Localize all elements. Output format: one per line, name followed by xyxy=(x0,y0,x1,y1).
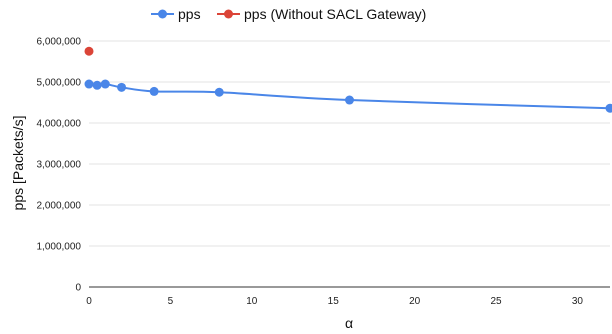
y-axis-title: pps [Packets/s] xyxy=(10,116,26,211)
x-tick-label: 10 xyxy=(246,296,258,307)
y-tick-label: 0 xyxy=(75,283,81,294)
x-tick-label: 25 xyxy=(490,296,502,307)
legend-item-pps: pps xyxy=(151,6,201,22)
x-tick-label: 15 xyxy=(328,296,340,307)
x-tick-label: 30 xyxy=(572,296,584,307)
y-tick-label: 3,000,000 xyxy=(37,160,82,171)
x-tick-label: 5 xyxy=(168,296,174,307)
x-tick-label: 20 xyxy=(409,296,421,307)
data-point xyxy=(345,96,354,105)
legend: pps pps (Without SACL Gateway) xyxy=(151,6,426,22)
legend-label: pps (Without SACL Gateway) xyxy=(244,6,426,22)
data-point xyxy=(93,81,102,90)
legend-label: pps xyxy=(178,6,201,22)
legend-swatch-marker xyxy=(158,10,167,19)
y-tick-label: 4,000,000 xyxy=(37,119,82,130)
y-tick-label: 1,000,000 xyxy=(37,242,82,253)
data-point xyxy=(101,80,110,89)
y-tick-label: 6,000,000 xyxy=(37,37,82,48)
y-tick-label: 5,000,000 xyxy=(37,78,82,89)
legend-item-pps-without-sacl-gateway: pps (Without SACL Gateway) xyxy=(217,6,426,22)
data-point xyxy=(85,47,94,56)
data-point xyxy=(150,87,159,96)
series xyxy=(85,47,612,113)
data-point xyxy=(85,80,94,89)
data-point xyxy=(606,104,612,113)
y-tick-label: 2,000,000 xyxy=(37,201,82,212)
x-tick-label: 0 xyxy=(86,296,92,307)
gridlines xyxy=(89,41,610,287)
data-point xyxy=(215,88,224,97)
data-point xyxy=(117,83,126,92)
y-axis-tick-labels: 0 1,000,000 2,000,000 3,000,000 4,000,000 5,0… xyxy=(37,37,82,294)
x-axis-tick-labels: 0 5 10 15 20 25 30 xyxy=(86,296,583,307)
legend-swatch-marker xyxy=(224,10,233,19)
x-axis-title: α xyxy=(345,315,353,331)
